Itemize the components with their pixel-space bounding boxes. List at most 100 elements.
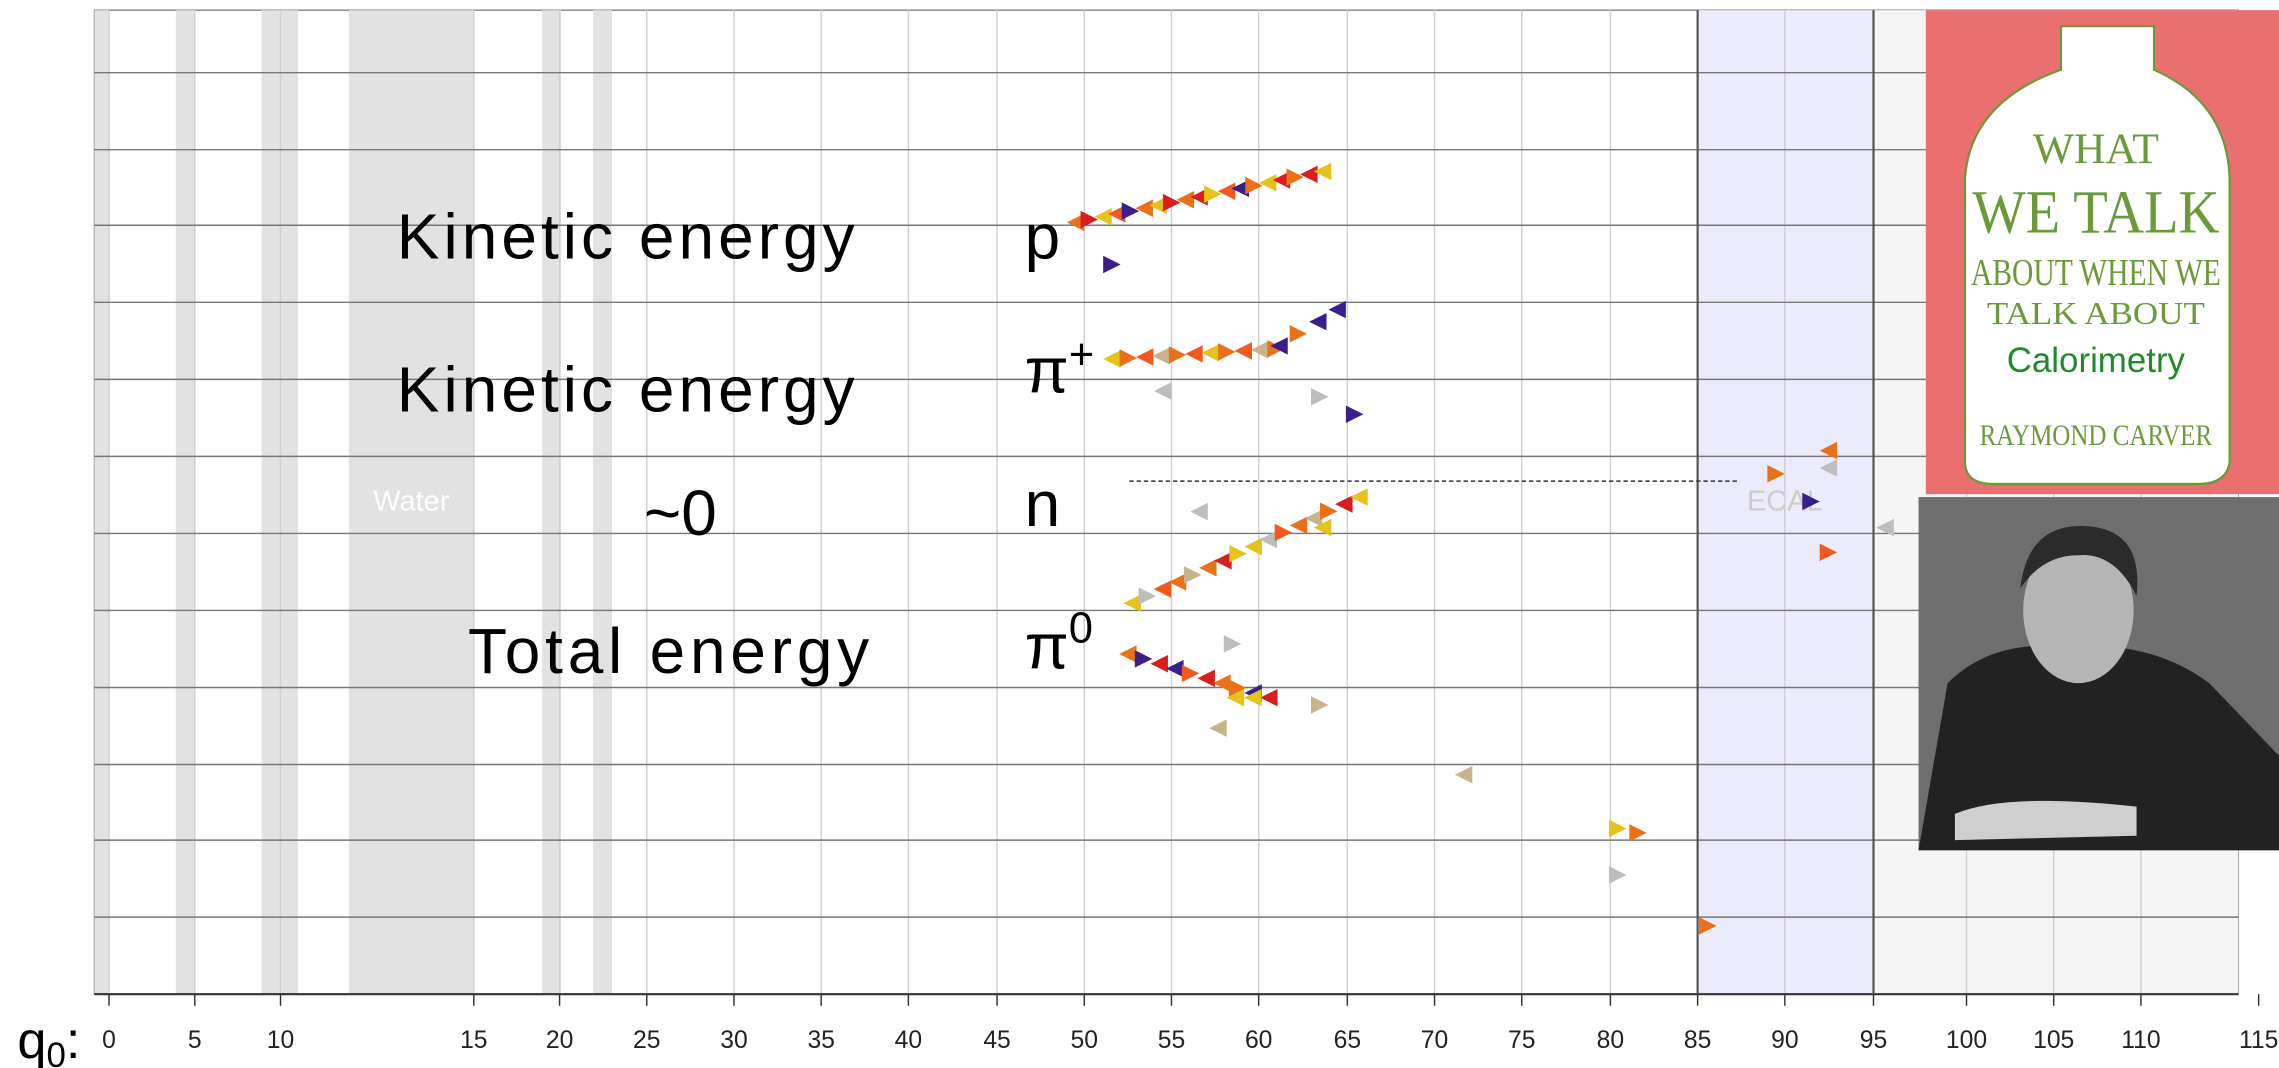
water-label: Water [373,486,450,518]
tick-label: 115 [2239,1027,2278,1054]
tick-label: 0 [102,1027,116,1054]
tick-label: 80 [1597,1027,1624,1054]
hit [1197,669,1215,688]
hit [1190,188,1208,206]
hit [1209,719,1227,737]
tick-label: 15 [460,1027,487,1054]
hit [1260,688,1278,707]
hit [1304,509,1323,528]
hits [1066,162,1894,935]
hit [1138,587,1157,605]
tick-label: 55 [1158,1027,1185,1054]
particle: π0 [1025,604,1093,682]
hit [1217,182,1236,201]
book-subtitle: Calorimetry [2007,341,2186,380]
hit [1608,866,1627,884]
hit [1152,347,1170,365]
hit [1183,566,1202,584]
hit [1286,168,1304,186]
row-label: Kinetic energy [397,353,855,425]
tick-label: 50 [1071,1027,1098,1054]
hit [1185,345,1203,363]
hit [1250,341,1269,359]
hit [1289,516,1308,535]
material-band [175,10,195,995]
book-title: WE TALK [1972,180,2219,247]
hit [1767,465,1785,483]
hit [1080,210,1098,229]
hit [1311,696,1329,714]
tick-label: 40 [895,1027,922,1054]
hit [1819,543,1838,562]
hit [1223,635,1242,653]
material-band [593,10,612,995]
hit [1244,688,1262,707]
hit [1121,202,1140,220]
hit [1335,495,1353,513]
tick-label: 25 [633,1027,660,1054]
hit [1149,196,1167,215]
tick-label: 85 [1684,1027,1711,1054]
book-author: RAYMOND CARVER [1980,420,2213,452]
tick-label: 70 [1421,1027,1448,1054]
hit [1313,162,1332,181]
tick-label: 65 [1334,1027,1361,1054]
tick-label: 110 [2121,1027,2160,1054]
tick-label: 30 [720,1027,747,1054]
hit [1154,382,1172,400]
hit [1119,645,1137,663]
hit [1272,171,1291,189]
hit [1168,346,1187,364]
hit [1309,312,1327,331]
hit [1234,342,1252,360]
hit [1166,659,1184,678]
hit [1313,518,1332,537]
hit [1274,523,1293,542]
particle: p [1025,201,1061,273]
hit [1201,344,1220,362]
hit [1245,176,1263,195]
hit [1066,213,1085,232]
hit [1819,459,1838,477]
hit [1328,300,1346,319]
hit [1094,208,1112,226]
hit [1876,518,1894,537]
row-label: ~0 [644,477,717,549]
hit [1153,580,1172,598]
hit [1190,502,1208,521]
hit [1226,688,1245,707]
hit [1135,199,1153,217]
particle-charge: + [1069,331,1094,379]
tick-label: 35 [807,1027,834,1054]
hit [1103,255,1121,274]
particle: π+ [1025,331,1095,406]
hit [1168,573,1187,591]
hit [1204,185,1222,203]
ticks: 0 5 10 15 20 25 30 35 40 45 50 55 60 65 70 75 80 85 90 95 10… [102,994,2278,1054]
hit [1608,819,1627,838]
hit [1108,205,1126,223]
particle: n [1025,468,1061,540]
axis-symbol: q [17,1012,46,1068]
tick-label: 60 [1245,1027,1272,1054]
axis-label: q0: [17,1012,80,1068]
tick-label: 10 [267,1027,294,1054]
particle-symbol: π [1025,334,1069,406]
hit [1311,388,1329,406]
hit [1229,544,1247,563]
hit [1300,165,1318,184]
particle-charge: 0 [1069,604,1093,652]
photo-body [1918,645,2279,851]
hit [1134,650,1153,668]
row-label: Total energy [468,615,869,687]
author-photo [1918,497,2279,851]
material-band [94,10,110,995]
hit [1629,824,1647,842]
tick-label: 100 [1946,1027,1987,1054]
hit [1259,174,1277,192]
hit [1802,492,1820,511]
material-band [542,10,562,995]
hit [1259,530,1277,549]
